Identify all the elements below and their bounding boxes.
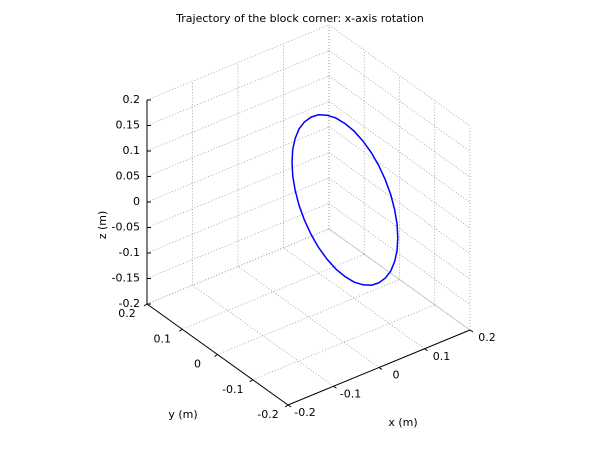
z-tick-label: 0.15 [116,119,141,132]
y-tick-label: -0.2 [257,408,278,421]
y-tick [214,354,218,357]
y-tick-label: 0.1 [154,332,172,345]
grid-line [328,50,471,152]
z-tick-label: 0 [133,195,140,208]
z-tick-label: 0.2 [123,93,141,106]
grid-line [328,203,471,305]
z-tick-label: -0.2 [119,297,140,310]
grid-line [328,228,471,331]
y-tick [178,328,183,332]
x-tick [469,329,474,333]
grid-line [328,126,471,229]
x-tick-label: 0.2 [478,331,496,344]
grid-line [328,75,471,178]
x-tick-label: 0 [393,369,400,382]
grid-line [252,304,435,381]
grid-line [328,24,471,127]
x-tick [424,348,428,352]
y-tick-label: 0 [194,358,201,371]
y-tick-label: 0.2 [118,307,136,320]
z-tick-label: -0.1 [119,246,140,259]
grid-line [328,101,471,203]
x-tick [378,367,383,370]
z-tick-label: -0.15 [112,272,140,285]
y-axis-label: y (m) [168,408,197,421]
grid-line [328,177,471,280]
y-tick [143,303,148,307]
x-tick [287,404,292,408]
x-axis-label: x (m) [388,416,417,429]
grid-line [328,228,471,331]
x-tick [333,385,337,389]
chart-title: Trajectory of the block corner: x-axis r… [175,12,424,25]
grid-line [283,247,425,350]
z-axis-label: z (m) [96,211,109,240]
trajectory-line [291,114,399,286]
grid-line [146,50,330,126]
y-tick [249,379,254,383]
x-tick-label: 0.1 [433,350,451,363]
y-tick [284,404,289,408]
z-tick-label: -0.05 [112,221,140,234]
grid-line [192,284,334,387]
x-tick-label: -0.1 [340,387,361,400]
grid-line [217,279,400,355]
x-tick-label: -0.2 [294,406,315,419]
grid-line [237,266,380,368]
grid-line [182,253,365,330]
grid-line [328,152,471,254]
z-tick-label: 0.1 [123,144,141,157]
z-tick-label: 0.05 [116,170,141,183]
y-tick-label: -0.1 [222,383,243,396]
